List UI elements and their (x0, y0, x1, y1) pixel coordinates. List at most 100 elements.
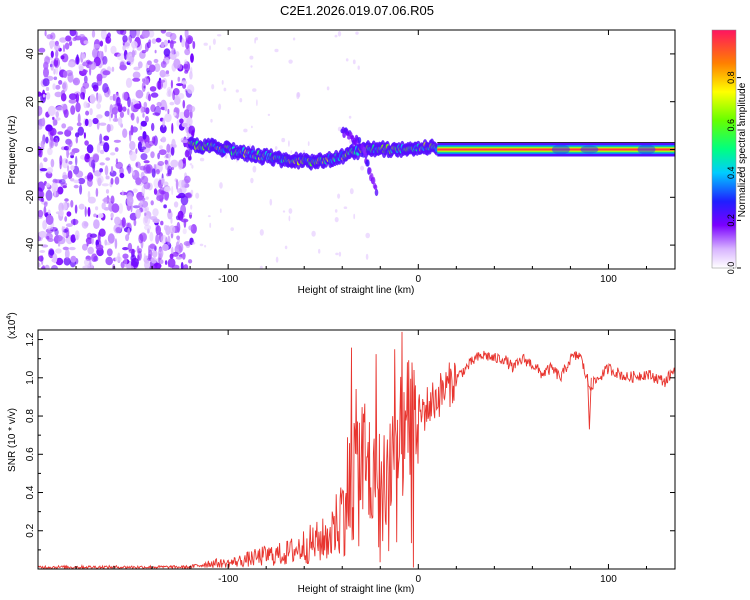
noise-blob (188, 225, 194, 231)
snr-scale-exp: 4 (6, 316, 13, 320)
noise-blob (105, 256, 113, 266)
noise-blob (145, 196, 149, 200)
noise-blob (178, 242, 184, 253)
noise-blob (67, 126, 74, 131)
noise-blob (86, 240, 89, 247)
noise-blob (122, 45, 126, 51)
noise-blob (137, 136, 144, 142)
speckle (365, 253, 369, 260)
speckle (345, 58, 349, 62)
noise-blob (145, 78, 150, 86)
noise-blob (158, 247, 164, 259)
noise-blob (96, 73, 103, 82)
snr-ticks: -100 0 100 0.2 0.4 0.6 0.8 1.0 1.2 (25, 330, 675, 585)
noise-blob (121, 190, 124, 196)
speckle (353, 213, 356, 220)
speckle (288, 140, 290, 147)
noise-blob (164, 260, 168, 265)
noise-blob (141, 30, 150, 39)
noise-blob (53, 68, 56, 75)
y-tick-label: 1.2 (25, 332, 36, 346)
noise-blob (129, 151, 137, 162)
speckle (211, 84, 215, 90)
speckle (256, 99, 258, 107)
branch-mark (373, 184, 378, 190)
noise-blob (140, 120, 147, 127)
speckle (250, 65, 253, 68)
noise-blob (43, 201, 48, 207)
speckle (223, 87, 227, 92)
noise-blob (126, 195, 134, 207)
noise-blob (64, 248, 70, 260)
speckle (195, 192, 200, 199)
noise-blob (176, 195, 182, 199)
branch-mark (371, 176, 376, 185)
noise-blob (110, 45, 117, 55)
noise-blob (181, 122, 188, 128)
noise-blob (86, 174, 90, 181)
speckle (355, 31, 359, 35)
noise-blob (75, 170, 84, 178)
noise-blob (83, 75, 88, 84)
noise-blob (117, 116, 123, 126)
noise-blob (95, 206, 99, 211)
noise-blob (152, 218, 160, 224)
noise-blob (117, 252, 121, 261)
noise-blob (41, 117, 46, 127)
noise-blob (58, 202, 64, 213)
noise-blob (135, 89, 144, 99)
speckle (338, 251, 342, 257)
noise-blob (55, 50, 59, 58)
noise-blob (135, 30, 140, 38)
noise-blob (85, 110, 90, 116)
colorbar-tick-label: 0.4 (726, 167, 736, 180)
noise-blob (137, 141, 142, 151)
speckle (207, 215, 211, 218)
noise-blob (165, 70, 170, 75)
noise-blob (87, 61, 93, 65)
speckle (343, 206, 348, 209)
svg-text:(x104): (x104) (6, 312, 18, 339)
speckle (203, 42, 208, 46)
noise-blob (148, 249, 153, 259)
noise-blob (121, 217, 126, 228)
speckle (190, 189, 194, 195)
speckle (292, 37, 296, 41)
noise-blob (125, 77, 133, 88)
noise-blob (119, 64, 127, 71)
noise-blob (63, 232, 67, 238)
noise-blob (105, 36, 112, 44)
noise-blob (112, 117, 119, 122)
noise-blob (54, 91, 63, 98)
noise-blob (89, 174, 94, 180)
noise-blob (135, 177, 142, 186)
noise-blob (119, 172, 125, 179)
speckle (249, 55, 254, 60)
noise-blob (153, 188, 158, 195)
y-tick-label: 1.0 (25, 370, 36, 384)
noise-blob (102, 70, 111, 76)
carrier-bulge (551, 144, 570, 155)
noise-blob (110, 195, 115, 204)
noise-blob (73, 184, 79, 189)
speckle (296, 92, 300, 100)
noise-blob (52, 116, 55, 120)
noise-blob (110, 165, 114, 174)
noise-blob (120, 261, 125, 269)
noise-blob (159, 259, 164, 265)
noise-blob (87, 196, 96, 204)
speckle (281, 137, 286, 143)
noise-blob (145, 141, 149, 148)
branch-mark (368, 167, 372, 175)
noise-blob (103, 135, 110, 141)
noise-blob (142, 113, 145, 118)
noise-blob (60, 103, 68, 111)
noise-blob (170, 247, 174, 253)
speckle (219, 182, 223, 189)
noise-blob (57, 186, 64, 195)
speckle (230, 227, 234, 232)
x-tick-label: -100 (218, 274, 238, 285)
noise-blob (176, 235, 181, 241)
noise-blob (55, 117, 61, 121)
noise-blob (50, 50, 54, 58)
